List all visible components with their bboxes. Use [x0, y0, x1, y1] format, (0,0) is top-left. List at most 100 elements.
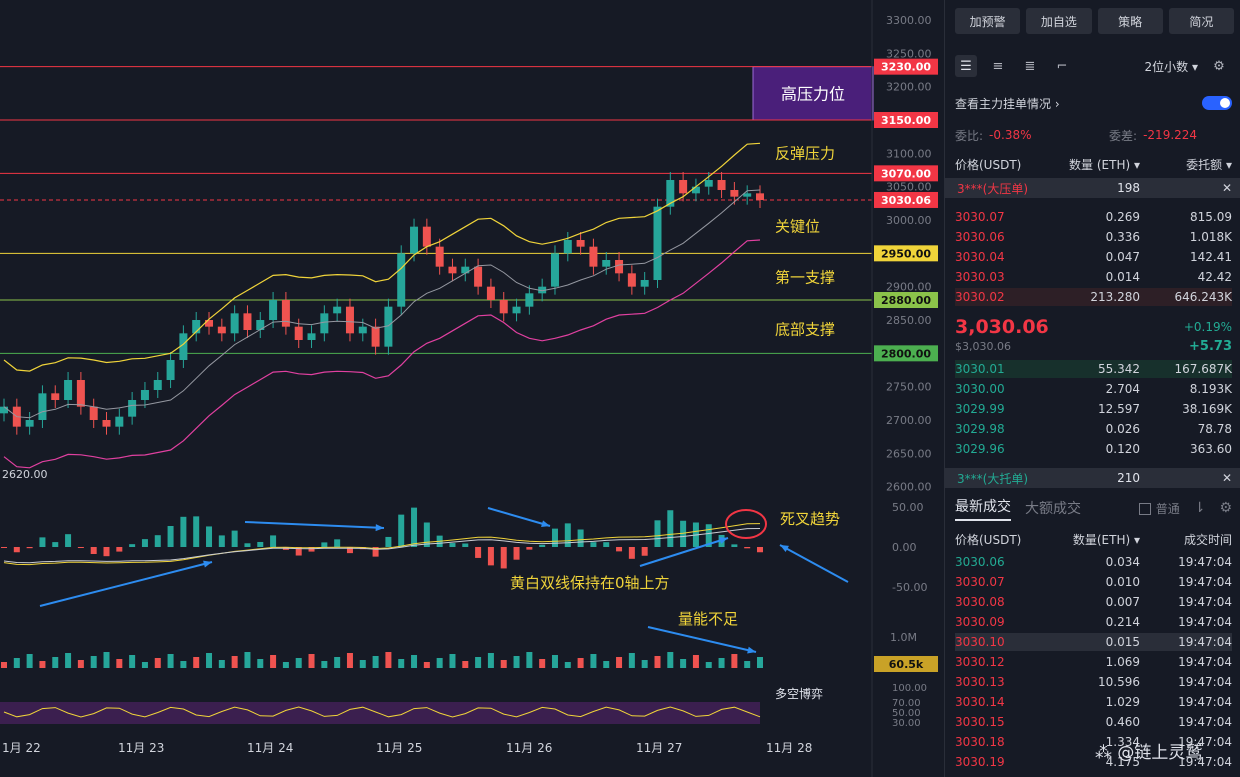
- row-price: 3030.15: [955, 715, 1005, 729]
- volume-bar: [167, 654, 174, 668]
- big-ask-row: 3***(大压单) 198 ✕: [945, 178, 1240, 198]
- volume-bar: [193, 657, 200, 668]
- book-row[interactable]: 3029.98 0.026 78.78: [955, 420, 1232, 438]
- level-tag: [874, 245, 938, 262]
- strategy-button[interactable]: 策略: [1097, 8, 1163, 34]
- book-row[interactable]: 3030.08 0.007 19:47:04: [955, 593, 1232, 611]
- candle-body: [743, 193, 752, 197]
- price-chart[interactable]: 3300.00 3250.00 3200.00 3150.00 3100.00 3050.…: [0, 0, 944, 777]
- candle-body: [166, 360, 175, 380]
- book-both-icon[interactable]: ☰: [955, 55, 977, 77]
- main-orders-link[interactable]: 查看主力挂单情况 ›: [955, 96, 1060, 111]
- macd-bar: [154, 535, 161, 547]
- close-icon[interactable]: ✕: [1221, 471, 1232, 485]
- book-row[interactable]: 3029.99 12.597 38.169K: [955, 400, 1232, 418]
- price-tick-label: 2700.00: [886, 414, 932, 427]
- book-row[interactable]: 3030.04 0.047 142.41: [955, 248, 1232, 266]
- book-row[interactable]: 3030.15 0.460 19:47:04: [955, 713, 1232, 731]
- row-qty: 0.015: [1105, 635, 1140, 649]
- row-price: 3030.07: [955, 575, 1005, 589]
- row-value: 19:47:04: [1178, 675, 1232, 689]
- book-row[interactable]: 3030.06 0.336 1.018K: [955, 228, 1232, 246]
- book-asks-icon[interactable]: ≣: [1024, 58, 1036, 74]
- book-row[interactable]: 3030.19 4.175 19:47:04: [955, 753, 1232, 771]
- book-depth-icon[interactable]: ⌐: [1056, 58, 1068, 74]
- volume-bar: [141, 662, 148, 668]
- book-row[interactable]: 3029.96 0.120 363.60: [955, 440, 1232, 458]
- tab-large-trades[interactable]: 大额成交: [1025, 501, 1081, 517]
- book-row[interactable]: 3030.09 0.214 19:47:04: [955, 613, 1232, 631]
- book-row[interactable]: 3030.03 0.014 42.42: [955, 268, 1232, 286]
- add-watchlist-button[interactable]: 加自选: [1026, 8, 1092, 34]
- trade-qty-header[interactable]: 数量(ETH) ▾: [1072, 532, 1140, 547]
- diff-value: -219.224: [1143, 128, 1198, 142]
- book-row[interactable]: 3030.01 55.342 167.687K: [955, 360, 1232, 378]
- row-value: 142.41: [1190, 250, 1232, 264]
- price-header: 价格(USDT): [955, 157, 1022, 172]
- candle-body: [294, 326, 303, 340]
- add-alert-button[interactable]: 加预警: [955, 8, 1021, 34]
- book-row[interactable]: 3030.07 0.010 19:47:04: [955, 573, 1232, 591]
- decimals-select[interactable]: 2位小数 ▾: [1144, 59, 1198, 74]
- book-row[interactable]: 3030.02 213.280 646.243K: [955, 288, 1232, 306]
- volume-bar: [90, 656, 97, 668]
- volume-bar: [539, 659, 546, 668]
- volume-bar: [680, 659, 687, 668]
- candle-body: [730, 190, 739, 197]
- volume-bar: [577, 658, 584, 668]
- main-orders-toggle[interactable]: [1202, 96, 1232, 110]
- candle-body: [371, 326, 380, 347]
- trend-arrow: [39, 561, 213, 607]
- macd-bar: [1, 547, 7, 548]
- macd-bar: [385, 536, 392, 547]
- checkbox-icon[interactable]: [1138, 503, 1151, 515]
- settings-icon[interactable]: ⚙: [1213, 58, 1225, 74]
- book-row[interactable]: 3030.10 0.015 19:47:04: [955, 633, 1232, 651]
- normal-filter[interactable]: 普通: [1138, 500, 1180, 517]
- filter-icon[interactable]: ⇂: [1193, 500, 1206, 516]
- row-qty: 10.596: [1098, 675, 1140, 689]
- book-row[interactable]: 3030.06 0.034 19:47:04: [955, 553, 1232, 571]
- qty-header[interactable]: 数量 (ETH) ▾: [1069, 157, 1140, 172]
- macd-bar: [346, 547, 353, 554]
- book-row[interactable]: 3030.14 1.029 19:47:04: [955, 693, 1232, 711]
- row-price: 3030.06: [955, 555, 1005, 569]
- trend-arrow-head: [203, 560, 212, 568]
- book-row[interactable]: 3030.13 10.596 19:47:04: [955, 673, 1232, 691]
- candle-body: [153, 380, 162, 390]
- level-tag: [874, 292, 938, 308]
- row-price: 3029.96: [955, 442, 1005, 456]
- row-qty: 0.047: [1105, 250, 1140, 264]
- candle-body: [76, 380, 85, 407]
- summary-button[interactable]: 简况: [1168, 8, 1234, 34]
- volume-tag: [874, 656, 938, 672]
- book-row[interactable]: 3030.07 0.269 815.09: [955, 208, 1232, 226]
- candle-body: [499, 300, 508, 314]
- macd-bar: [372, 547, 379, 557]
- row-price: 3030.06: [955, 230, 1005, 244]
- row-qty: 0.336: [1105, 230, 1140, 244]
- volume-tag-label: 60.5k: [889, 658, 924, 671]
- volume-bar: [39, 661, 46, 668]
- tab-latest-trades[interactable]: 最新成交: [955, 496, 1011, 521]
- close-icon[interactable]: ✕: [1221, 181, 1232, 195]
- volume-bar: [731, 654, 738, 668]
- settings-icon[interactable]: ⚙: [1219, 500, 1232, 516]
- volume-bar: [705, 662, 712, 668]
- book-row[interactable]: 3030.18 1.334 19:47:04: [955, 733, 1232, 751]
- book-bids-icon[interactable]: ≡: [992, 58, 1004, 74]
- volume-bar: [154, 658, 161, 668]
- ratio-row: 委比: -0.38% 委差: -219.224: [955, 127, 1232, 143]
- volume-bar: [641, 660, 648, 668]
- candle-body: [345, 306, 354, 334]
- book-row[interactable]: 3030.00 2.704 8.193K: [955, 380, 1232, 398]
- trade-tabs: 最新成交 大额成交 普通 ⇂ ⚙: [955, 496, 1232, 521]
- row-qty: 0.120: [1105, 442, 1140, 456]
- book-row[interactable]: 3030.12 1.069 19:47:04: [955, 653, 1232, 671]
- change-abs: +5.73: [1189, 338, 1232, 354]
- row-qty: 0.026: [1105, 422, 1140, 436]
- annotation-label: 黄白双线保持在0轴上方: [510, 574, 670, 592]
- amount-header[interactable]: 委托额 ▾: [1186, 157, 1232, 172]
- trade-price-header: 价格(USDT): [955, 532, 1022, 547]
- candle-body: [269, 300, 278, 320]
